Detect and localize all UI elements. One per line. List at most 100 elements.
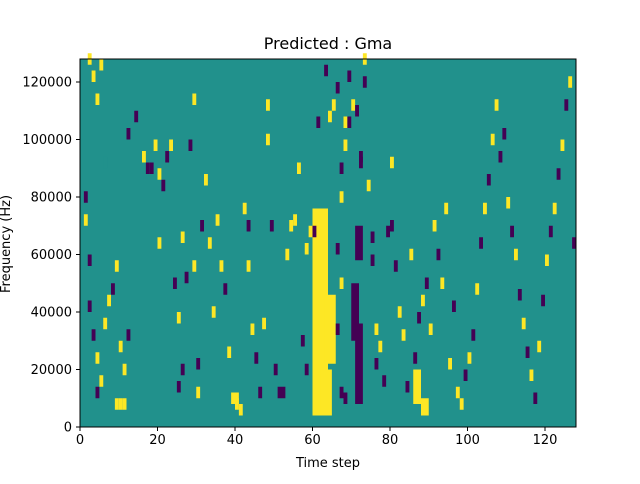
heatmap-cell [134, 110, 139, 123]
heatmap-cell [312, 225, 317, 238]
heatmap-cell [370, 231, 375, 243]
heatmap-cell [196, 386, 201, 399]
heatmap-cell [525, 346, 530, 358]
heatmap-cell [483, 202, 487, 215]
heatmap-cell [180, 363, 185, 376]
heatmap-cell [417, 312, 421, 324]
heatmap-cell [502, 128, 507, 140]
heatmap-cell [517, 289, 522, 301]
heatmap-cell [514, 248, 518, 261]
heatmap-cell [548, 225, 553, 238]
heatmap-cell [498, 151, 503, 163]
heatmap-cell [250, 323, 255, 335]
x-tick-label: 20 [149, 433, 166, 448]
heatmap-cell [564, 99, 569, 111]
x-tick-label: 120 [533, 433, 558, 448]
heatmap-cell [359, 156, 363, 169]
heatmap-cell [343, 116, 348, 128]
heatmap-cell [95, 352, 100, 364]
y-axis: 0 20000 40000 60000 80000 100000 120000 [22, 76, 80, 436]
heatmap-cell [142, 151, 146, 163]
heatmap-cell [176, 312, 181, 324]
heatmap-cell [297, 162, 301, 174]
heatmap-cell [83, 191, 88, 203]
heatmap-cell [165, 151, 170, 163]
heatmap-cell [99, 375, 104, 387]
heatmap-cell [215, 214, 220, 226]
heatmap-cell [541, 294, 545, 307]
y-tick-label: 80000 [31, 191, 72, 206]
heatmap-cell [238, 404, 243, 416]
heatmap-cell [157, 168, 162, 180]
heatmap-cell [444, 202, 449, 215]
heatmap-cell [99, 59, 104, 71]
y-tick-label: 60000 [31, 248, 72, 263]
heatmap-cell [436, 248, 441, 261]
heatmap-cell [568, 76, 573, 88]
heatmap-cell [103, 317, 108, 330]
heatmap-cell [200, 220, 204, 232]
heatmap-cell [382, 375, 387, 387]
heatmap-cell [355, 105, 359, 117]
heatmap-region [355, 323, 363, 404]
heatmap-cell [289, 220, 294, 232]
heatmap-cells [80, 53, 576, 427]
heatmap-cell [328, 110, 332, 123]
heatmap-cell [471, 329, 476, 341]
heatmap-cell [432, 220, 437, 232]
heatmap-cell [366, 179, 371, 192]
heatmap-cell [196, 358, 201, 370]
heatmap-cell [122, 363, 127, 376]
heatmap-cell [339, 386, 344, 399]
heatmap-cell [207, 237, 212, 249]
heatmap-cell [223, 283, 228, 295]
heatmap-cell [393, 260, 398, 272]
heatmap-cell [192, 260, 197, 272]
heatmap-cell [421, 294, 425, 307]
heatmap-cell [452, 300, 456, 312]
heatmap-cell [161, 179, 166, 192]
heatmap-cell [281, 386, 286, 399]
heatmap-cell [211, 306, 216, 318]
heatmap-region [351, 283, 359, 341]
heatmap-cell [490, 133, 495, 146]
heatmap-cell [188, 139, 193, 151]
heatmap-cell [331, 99, 336, 111]
heatmap-cell [157, 237, 162, 249]
heatmap-cell [486, 174, 491, 186]
y-tick-label: 120000 [22, 76, 72, 91]
heatmap-cell [339, 191, 344, 203]
x-axis-label: Time step [295, 456, 360, 471]
heatmap-region [320, 369, 332, 416]
heatmap-cell [440, 277, 445, 289]
heatmap-cell [204, 174, 208, 186]
heatmap-cell [316, 116, 321, 128]
heatmap-cell [545, 254, 549, 266]
heatmap-cell [180, 231, 185, 243]
heatmap-cell [285, 248, 290, 261]
heatmap-cell [91, 70, 96, 82]
heatmap-cell [428, 323, 433, 335]
heatmap-region [316, 214, 328, 255]
heatmap-cell [494, 99, 499, 111]
heatmap-cell [87, 254, 92, 266]
heatmap-cell [145, 162, 150, 174]
heatmap-region [413, 369, 421, 404]
heatmap-cell [533, 392, 538, 404]
heatmap-cell [374, 358, 379, 370]
x-axis: 0 20 40 60 80 100 120 [76, 427, 558, 448]
heatmap-region [324, 294, 336, 364]
heatmap-cell [463, 369, 468, 381]
heatmap-cell [227, 346, 232, 358]
heatmap-cell [111, 283, 115, 295]
heatmap-cell [269, 220, 274, 232]
y-tick-label: 100000 [22, 133, 72, 148]
heatmap-cell [390, 156, 394, 169]
heatmap-cell [300, 335, 305, 347]
heatmap-cell [304, 363, 309, 376]
heatmap-cell [277, 386, 282, 399]
heatmap-cell [397, 306, 402, 318]
heatmap-cell [242, 202, 247, 215]
plot-frame [79, 58, 577, 428]
